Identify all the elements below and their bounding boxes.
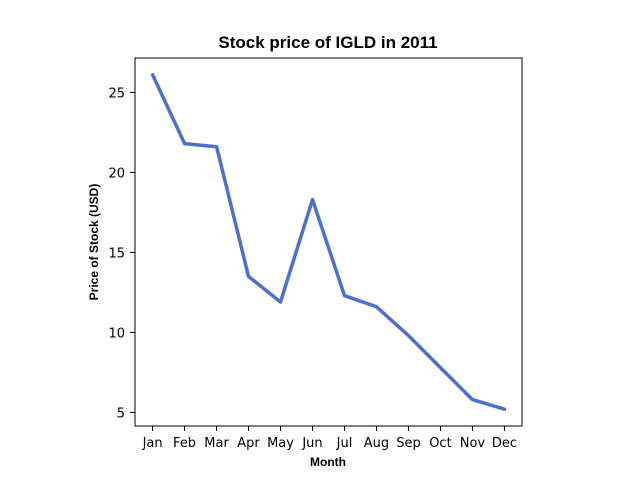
data-point: [247, 275, 250, 278]
x-tick-label: Mar: [204, 436, 229, 451]
data-point: [343, 294, 346, 297]
y-tick-label: 5: [117, 406, 125, 421]
x-tick-label: Jul: [336, 436, 353, 451]
data-point: [503, 408, 506, 411]
x-tick-label: Apr: [237, 436, 260, 451]
x-tick-label: Sep: [396, 436, 421, 451]
x-tick-label: Aug: [364, 436, 389, 451]
data-point: [183, 142, 186, 145]
x-axis-label: Month: [310, 455, 346, 469]
series-line: [150, 73, 507, 411]
y-tick-label: 20: [108, 166, 125, 181]
data-point: [471, 398, 474, 401]
x-tick-label: Dec: [492, 436, 517, 451]
y-tick-label: 15: [108, 246, 125, 261]
data-point: [407, 334, 410, 337]
series-layer: [150, 73, 507, 411]
chart-title: Stock price of IGLD in 2011: [218, 33, 437, 52]
x-tick-label: Feb: [173, 436, 196, 451]
x-tick-label: Nov: [460, 436, 486, 451]
data-point: [311, 198, 314, 201]
data-point: [151, 73, 154, 77]
x-axis: Jan Feb Mar Apr May Jun Jul Aug Sep Oct Nov Dec: [142, 426, 517, 451]
y-tick-label: 10: [108, 326, 125, 341]
y-axis: 5 10 15 20 25: [108, 86, 135, 421]
y-tick-label: 25: [108, 86, 125, 101]
x-tick-label: Jan: [142, 436, 163, 451]
plot-frame: [134, 57, 523, 427]
y-axis-label: Price of Stock (USD): [87, 184, 101, 301]
x-tick-label: Jun: [301, 436, 322, 451]
data-point: [215, 145, 218, 148]
data-point: [279, 300, 282, 304]
x-tick-label: May: [267, 436, 294, 451]
plot-area: Jan Feb Mar Apr May Jun Jul Aug Sep Oct Nov Dec 5 10…: [108, 57, 523, 451]
x-tick-label: Oct: [429, 436, 451, 451]
data-point: [375, 305, 378, 308]
data-point: [439, 366, 442, 369]
